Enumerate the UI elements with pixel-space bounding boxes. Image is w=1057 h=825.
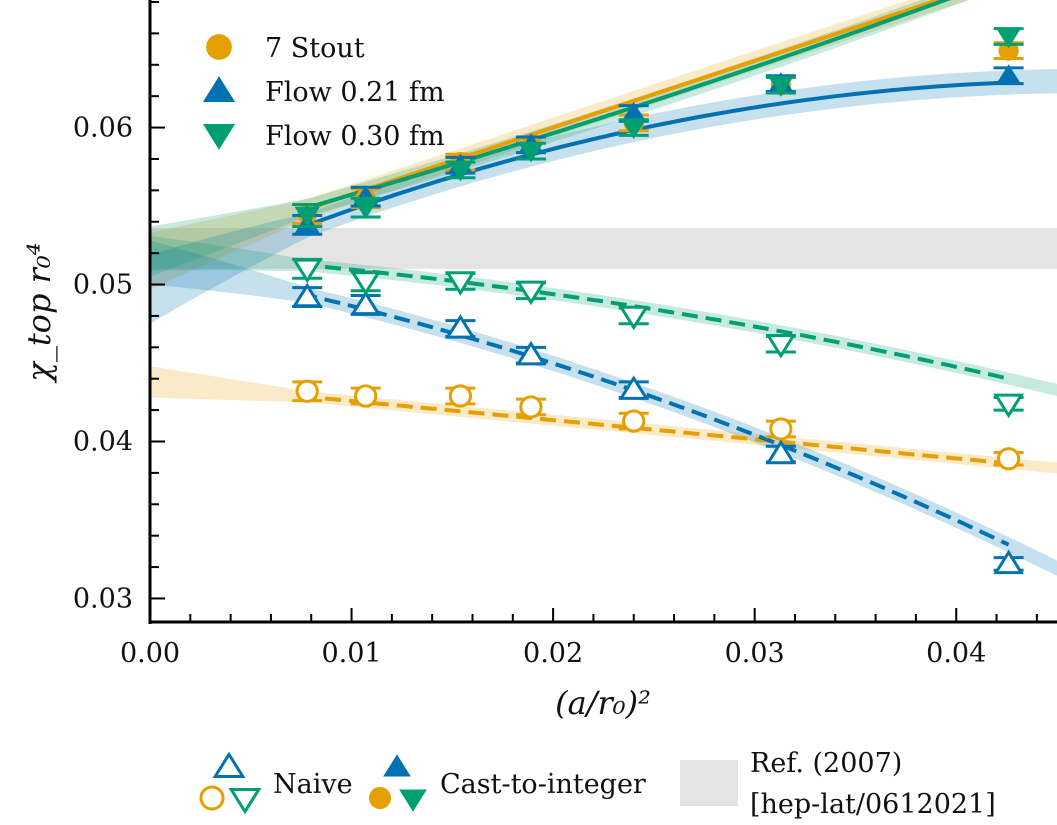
point-s3-3 bbox=[516, 397, 546, 417]
marker bbox=[356, 386, 376, 406]
y-tick-label: 0.03 bbox=[73, 583, 133, 614]
point-s5-5 bbox=[766, 336, 796, 356]
legend-marker bbox=[203, 76, 235, 102]
legend-label: Flow 0.30 fm bbox=[265, 121, 445, 152]
point-s2-6 bbox=[994, 28, 1024, 48]
bottom-legend: Naive Cast-to-integer Ref. (2007) [hep-lat/… bbox=[201, 748, 996, 820]
naive-circle-icon bbox=[201, 787, 223, 809]
x-tick-label: 0.01 bbox=[321, 638, 381, 669]
y-axis-label: χ_top r₀⁴ bbox=[20, 242, 58, 383]
point-s3-1 bbox=[351, 386, 381, 406]
point-s3-4 bbox=[619, 411, 649, 431]
cast-triangle-down-icon bbox=[399, 790, 427, 812]
point-s5-4 bbox=[619, 307, 649, 327]
x-tick-label: 0.03 bbox=[725, 638, 785, 669]
x-tick-label: 0.02 bbox=[523, 638, 583, 669]
marker bbox=[450, 386, 470, 406]
legend-label: Flow 0.21 fm bbox=[265, 77, 445, 108]
data-points bbox=[292, 28, 1023, 573]
legend-marker bbox=[203, 124, 235, 150]
y-tick-label: 0.04 bbox=[73, 426, 133, 457]
point-s3-6 bbox=[994, 449, 1024, 469]
marker bbox=[297, 381, 317, 401]
cast-triangle-up-icon bbox=[383, 754, 411, 776]
marker bbox=[771, 419, 791, 439]
point-s5-6 bbox=[994, 395, 1024, 415]
reference-label-line2: [hep-lat/0612021] bbox=[750, 789, 996, 820]
point-s5-1 bbox=[351, 272, 381, 293]
y-tick-label: 0.06 bbox=[73, 113, 133, 144]
naive-triangle-down-icon bbox=[231, 790, 259, 812]
point-s3-5 bbox=[766, 419, 796, 439]
fit-band-4 bbox=[150, 241, 1057, 576]
x-axis-label: (a/r₀)² bbox=[555, 684, 651, 722]
cast-legend-label: Cast-to-integer bbox=[440, 769, 646, 800]
marker bbox=[996, 395, 1021, 415]
legend: 7 Stout Flow 0.21 fm Flow 0.30 fm bbox=[203, 33, 445, 152]
x-tick-label: 0.04 bbox=[926, 638, 986, 669]
legend-marker bbox=[206, 34, 232, 60]
point-s2-5 bbox=[766, 77, 796, 97]
legend-label: 7 Stout bbox=[265, 33, 365, 64]
marker bbox=[999, 449, 1019, 469]
reference-label-line1: Ref. (2007) bbox=[750, 748, 902, 779]
cast-circle-icon bbox=[369, 787, 391, 809]
naive-triangle-up-icon bbox=[215, 754, 243, 776]
fit-line-4 bbox=[301, 294, 1008, 545]
marker bbox=[521, 397, 541, 417]
naive-legend-label: Naive bbox=[273, 769, 353, 800]
reference-swatch bbox=[680, 760, 738, 806]
x-tick-label: 0.00 bbox=[120, 638, 180, 669]
marker bbox=[624, 411, 644, 431]
y-tick-label: 0.05 bbox=[73, 270, 133, 301]
point-s3-2 bbox=[445, 386, 475, 406]
